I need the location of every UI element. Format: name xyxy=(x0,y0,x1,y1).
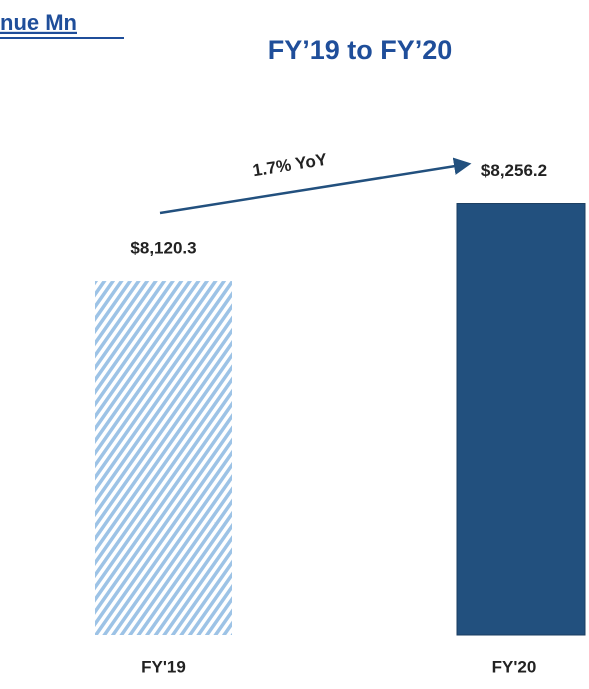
chart-title: nue Mn xyxy=(0,10,77,35)
value-label: $8,120.3 xyxy=(130,239,196,258)
bar xyxy=(95,281,232,635)
bar xyxy=(456,203,586,636)
x-tick-label: FY'20 xyxy=(492,657,537,676)
chart-subtitle: FY’19 to FY’20 xyxy=(268,35,453,65)
annotation: 1.7% YoY xyxy=(251,150,329,181)
yoy-arrow xyxy=(159,157,472,215)
x-tick-label: FY'19 xyxy=(141,657,186,676)
value-label: $8,256.2 xyxy=(481,161,547,180)
